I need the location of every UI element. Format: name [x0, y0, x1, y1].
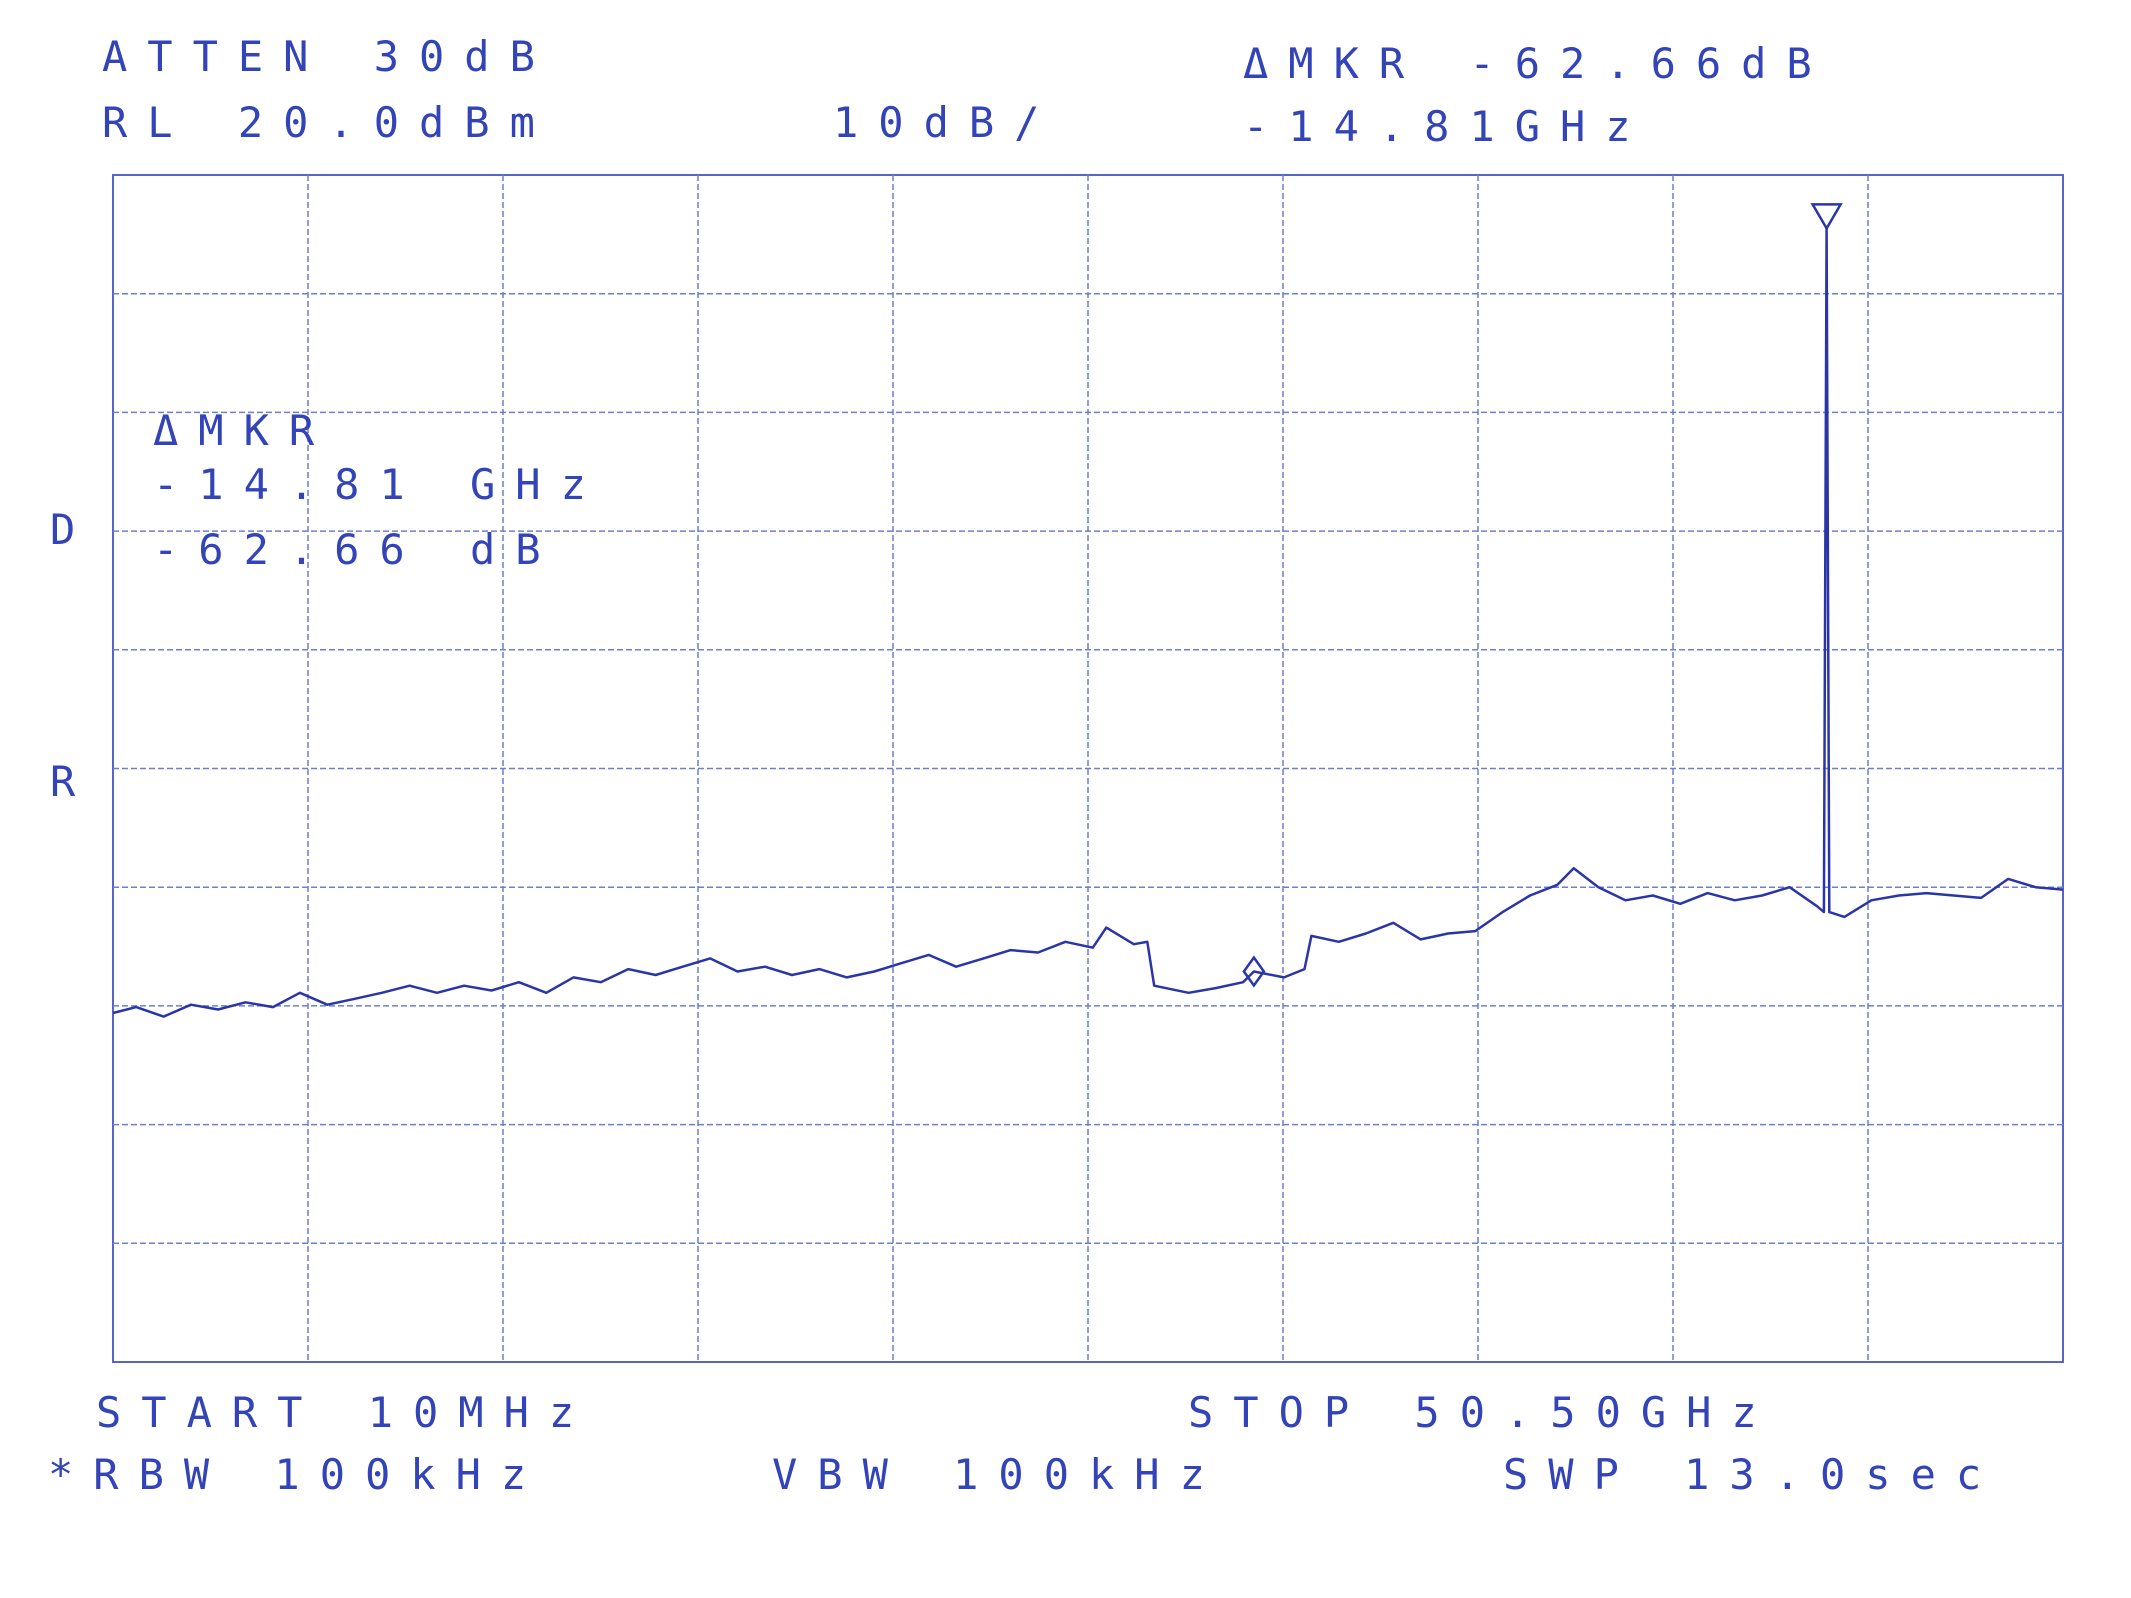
annotation: ΔMKR	[153, 406, 334, 455]
reference-marker	[1242, 955, 1266, 988]
annotation: ΔMKR -62.66dB	[1243, 39, 1832, 88]
trace	[112, 227, 2064, 1018]
delta-marker	[1810, 203, 1843, 231]
annotation: STOP 50.50GHz	[1188, 1388, 1777, 1437]
annotation: SWP 13.0sec	[1503, 1450, 2001, 1499]
annotation: *RBW 100kHz	[48, 1450, 546, 1499]
annotation: START 10MHz	[96, 1388, 594, 1437]
annotation: ATTEN 30dB	[102, 32, 555, 81]
annotation: -14.81GHz	[1243, 102, 1651, 151]
annotation: D	[50, 505, 95, 554]
graticule	[113, 175, 2063, 1362]
annotation: 10dB/	[833, 98, 1059, 147]
annotation: -62.66 dB	[153, 525, 561, 574]
annotation: R	[50, 757, 95, 806]
annotation: -14.81 GHz	[153, 460, 606, 509]
annotation: RL 20.0dBm	[102, 98, 555, 147]
annotation: VBW 100kHz	[772, 1450, 1225, 1499]
